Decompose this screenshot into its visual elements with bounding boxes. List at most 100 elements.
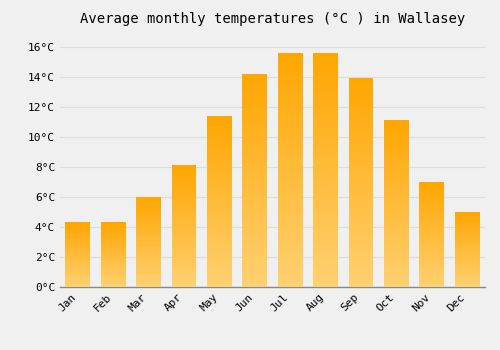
Bar	[136, 269, 161, 271]
Bar	[66, 248, 90, 250]
Bar	[384, 124, 409, 127]
Bar	[348, 237, 374, 241]
Bar	[278, 268, 302, 273]
Bar	[278, 118, 302, 123]
Bar	[172, 185, 196, 187]
Bar	[172, 177, 196, 180]
Bar	[455, 286, 479, 287]
Bar	[207, 256, 232, 260]
Bar	[455, 233, 479, 234]
Bar	[100, 237, 126, 238]
Bar	[278, 273, 302, 278]
Bar	[455, 280, 479, 281]
Bar	[172, 277, 196, 280]
Bar	[455, 282, 479, 284]
Bar	[66, 279, 90, 281]
Bar	[455, 272, 479, 273]
Bar	[420, 186, 444, 188]
Bar	[278, 104, 302, 109]
Bar	[313, 109, 338, 113]
Bar	[455, 224, 479, 225]
Bar	[172, 272, 196, 275]
Bar	[207, 277, 232, 280]
Bar	[455, 229, 479, 230]
Bar	[313, 221, 338, 226]
Bar	[136, 224, 161, 226]
Bar	[420, 268, 444, 270]
Bar	[100, 251, 126, 252]
Bar	[420, 205, 444, 207]
Bar	[207, 236, 232, 239]
Bar	[207, 153, 232, 157]
Bar	[348, 283, 374, 287]
Bar	[278, 146, 302, 151]
Bar	[455, 258, 479, 260]
Bar	[420, 190, 444, 192]
Bar	[242, 274, 267, 279]
Bar	[384, 194, 409, 197]
Bar	[420, 209, 444, 211]
Bar	[384, 200, 409, 204]
Bar	[278, 254, 302, 259]
Bar	[384, 247, 409, 250]
Bar	[136, 271, 161, 273]
Bar	[242, 146, 267, 150]
Bar	[136, 284, 161, 285]
Bar	[420, 207, 444, 209]
Bar	[172, 187, 196, 190]
Bar	[384, 133, 409, 137]
Bar	[136, 218, 161, 220]
Bar	[207, 184, 232, 188]
Bar	[207, 191, 232, 195]
Bar	[242, 176, 267, 180]
Bar	[66, 252, 90, 253]
Bar	[348, 216, 374, 220]
Bar	[384, 120, 409, 124]
Bar	[136, 242, 161, 244]
Bar	[455, 250, 479, 251]
Bar	[66, 239, 90, 240]
Bar	[384, 207, 409, 210]
Bar	[420, 216, 444, 218]
Bar	[278, 189, 302, 193]
Bar	[207, 130, 232, 133]
Bar	[455, 236, 479, 237]
Bar	[136, 240, 161, 242]
Bar	[207, 133, 232, 136]
Bar	[455, 234, 479, 236]
Bar	[278, 66, 302, 71]
Bar	[348, 253, 374, 258]
Bar	[455, 227, 479, 229]
Bar	[420, 253, 444, 256]
Bar	[455, 284, 479, 286]
Bar	[348, 174, 374, 179]
Bar	[420, 224, 444, 226]
Bar	[384, 150, 409, 154]
Bar	[207, 188, 232, 191]
Bar	[278, 240, 302, 245]
Bar	[66, 238, 90, 239]
Bar	[313, 156, 338, 160]
Bar	[100, 242, 126, 243]
Bar	[348, 136, 374, 141]
Bar	[207, 198, 232, 201]
Bar	[136, 229, 161, 231]
Bar	[136, 235, 161, 237]
Bar	[278, 221, 302, 226]
Bar	[242, 231, 267, 236]
Bar	[348, 153, 374, 158]
Bar	[207, 225, 232, 229]
Bar	[348, 128, 374, 132]
Bar	[420, 230, 444, 232]
Bar	[66, 231, 90, 233]
Bar	[348, 99, 374, 103]
Bar	[242, 244, 267, 248]
Bar	[420, 199, 444, 201]
Bar	[455, 216, 479, 218]
Bar	[420, 266, 444, 268]
Bar	[384, 277, 409, 280]
Bar	[242, 279, 267, 283]
Bar	[420, 285, 444, 287]
Bar	[278, 52, 302, 57]
Bar	[100, 222, 126, 224]
